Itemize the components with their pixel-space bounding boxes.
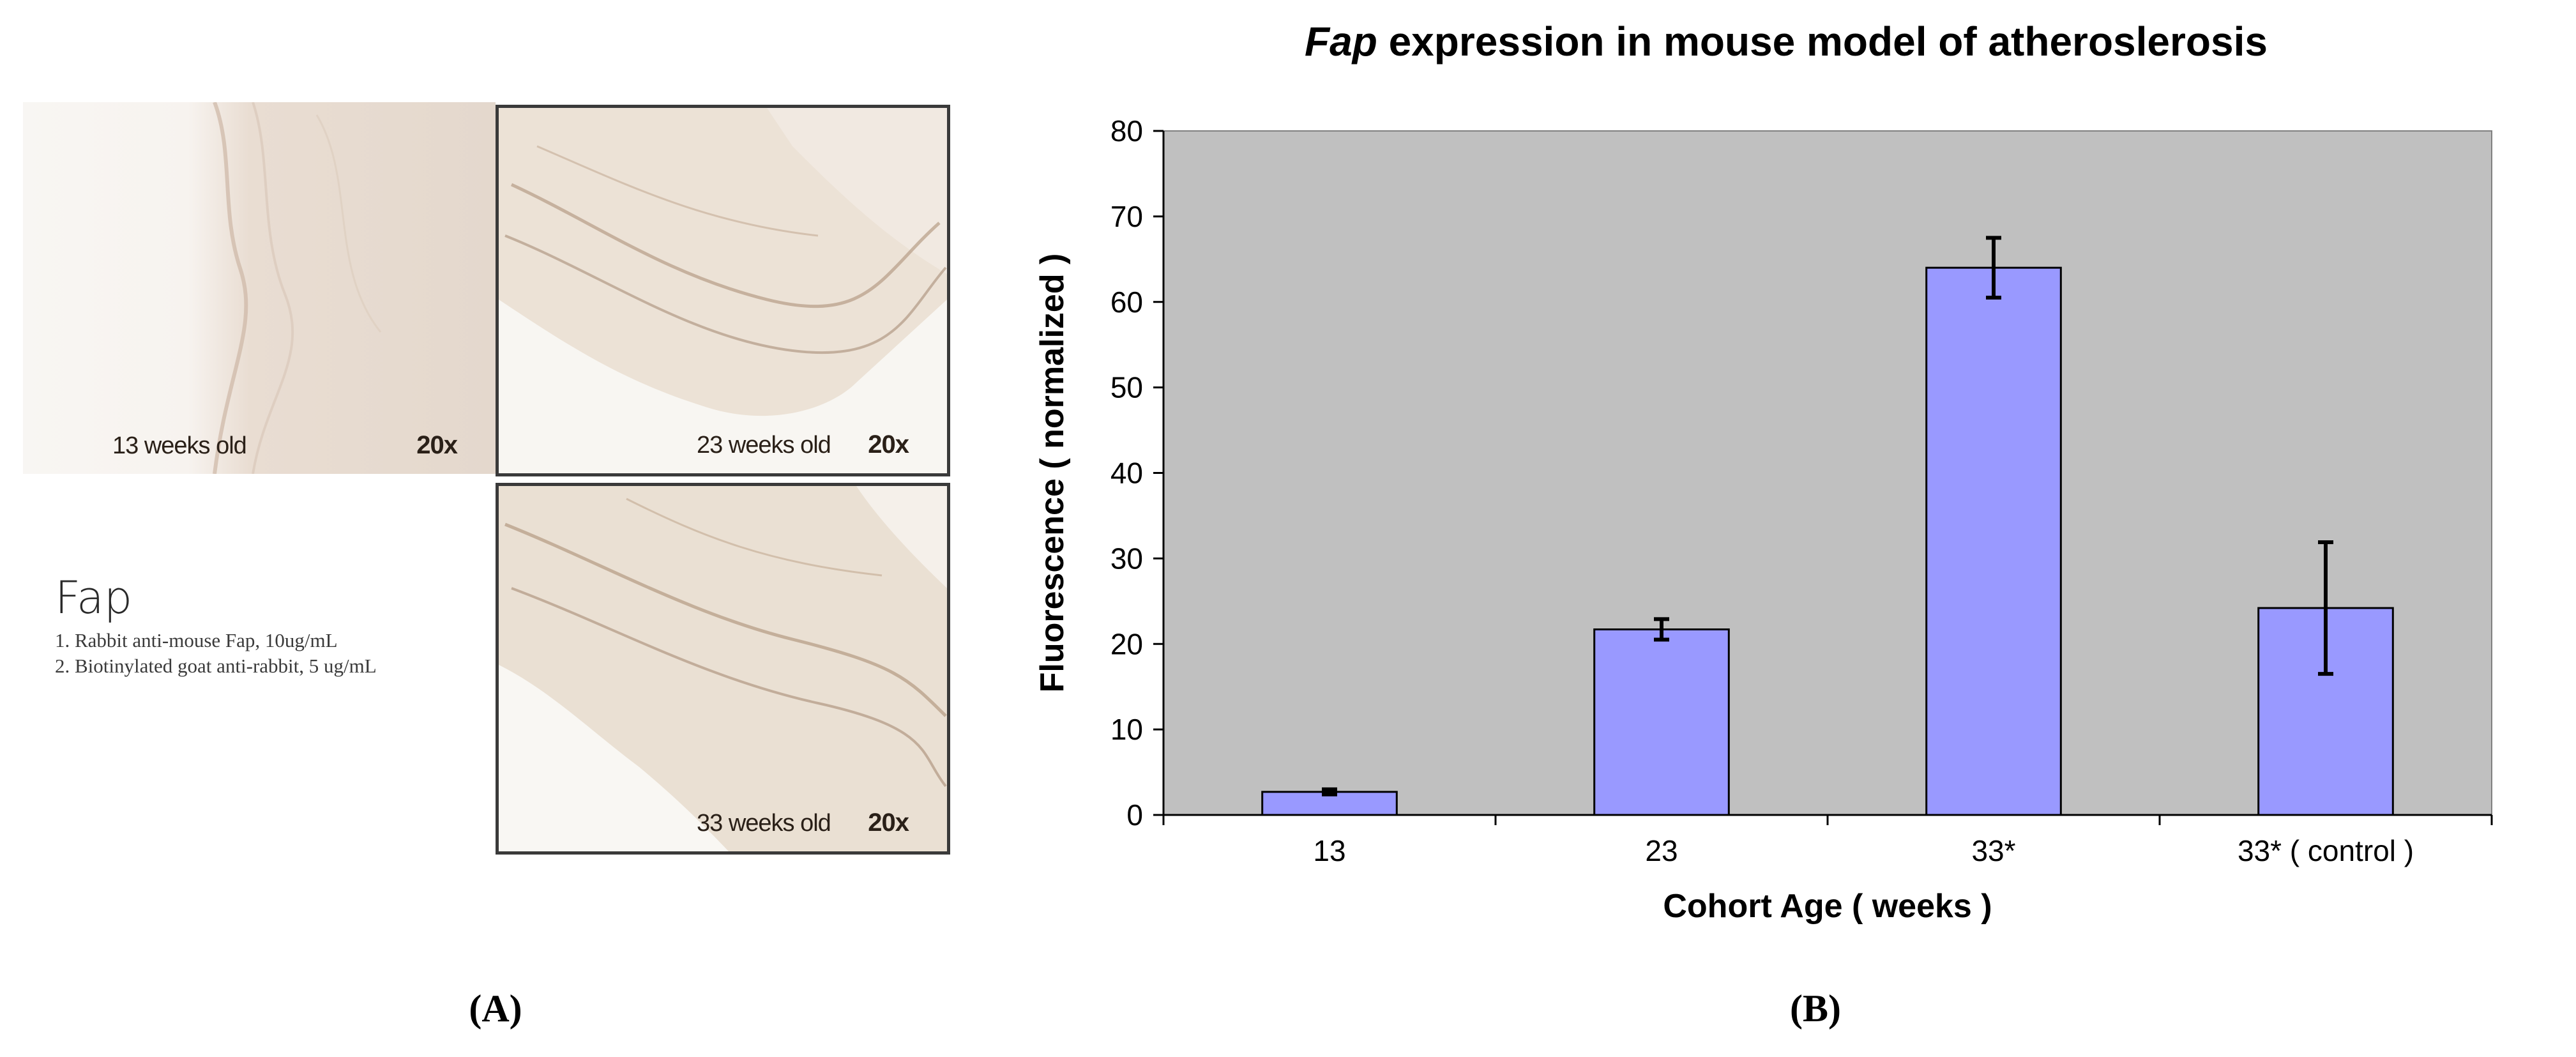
micrograph-13-image: [23, 102, 496, 474]
micrograph-23-weeks: 23 weeks old 20x: [496, 105, 950, 476]
micrograph-age-label: 13 weeks old: [112, 432, 247, 459]
y-tick-label: 40: [1110, 457, 1143, 490]
panel-a: 13 weeks old 20x 23 weeks old 20x 33 w: [0, 0, 971, 1057]
micrograph-age-label: 33 weeks old: [697, 810, 831, 837]
x-tick-label: 13: [1313, 834, 1345, 867]
micrograph-33-image: [499, 486, 947, 851]
chart-title-rest: expression in mouse model of atheroslero…: [1377, 19, 2268, 65]
y-tick-label: 50: [1110, 371, 1143, 404]
x-axis-title: Cohort Age ( weeks ): [1663, 888, 1992, 925]
chart-title-gene: Fap: [1305, 19, 1377, 65]
y-tick-label: 0: [1126, 798, 1143, 832]
bar: [1261, 791, 1398, 816]
fap-staining-legend: Fap 1. Rabbit anti-mouse Fap, 10ug/mL 2.…: [55, 572, 377, 679]
panel-b-label: (B): [1790, 987, 1841, 1030]
micrograph-age-label: 23 weeks old: [697, 432, 831, 459]
y-tick-label: 80: [1110, 114, 1143, 148]
magnification-label: 20x: [868, 809, 909, 837]
bar-chart: 0 10 20 30 40 50 60 70 80 13 23 33* 33* ( control ) C…: [1034, 114, 2493, 925]
magnification-label: 20x: [416, 431, 458, 459]
fap-legend-title: Fap: [55, 572, 133, 624]
micrograph-13-weeks: 13 weeks old 20x: [23, 102, 496, 474]
y-tick-label: 30: [1110, 542, 1143, 575]
fap-legend-line-2: 2. Biotinylated goat anti-rabbit, 5 ug/m…: [55, 655, 377, 677]
micrograph-33-weeks: 33 weeks old 20x: [496, 483, 950, 855]
bar: [1925, 266, 2062, 816]
panel-a-label: (A): [469, 987, 522, 1030]
y-tick-label: 60: [1110, 285, 1143, 319]
micrograph-23-image: [499, 108, 947, 473]
y-tick-label: 10: [1110, 713, 1143, 746]
fap-legend-line-1: 1. Rabbit anti-mouse Fap, 10ug/mL: [55, 629, 338, 651]
x-tick-label: 33*: [1971, 834, 2015, 867]
y-tick-label: 70: [1110, 200, 1143, 233]
bar: [1593, 628, 1730, 816]
y-axis-title: Fluorescence ( normalized ): [1034, 254, 1071, 693]
x-tick-label: 33* ( control ): [2238, 834, 2414, 867]
chart-title: Fap expression in mouse model of atheros…: [996, 18, 2576, 65]
x-tick-label: 23: [1645, 834, 1678, 867]
magnification-label: 20x: [868, 430, 909, 459]
bar: [2257, 607, 2394, 816]
y-tick-label: 20: [1110, 627, 1143, 660]
